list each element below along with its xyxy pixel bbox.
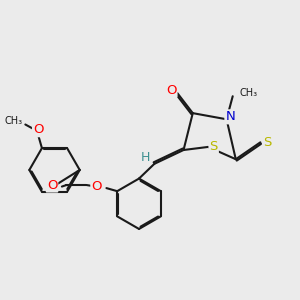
Text: CH₃: CH₃ xyxy=(4,116,22,126)
Text: O: O xyxy=(91,180,102,193)
Text: S: S xyxy=(209,140,218,153)
Text: O: O xyxy=(166,84,176,97)
Text: CH₃: CH₃ xyxy=(239,88,258,98)
Text: O: O xyxy=(33,123,44,136)
Text: N: N xyxy=(225,110,235,123)
Text: O: O xyxy=(47,178,57,191)
Text: S: S xyxy=(263,136,271,149)
Text: H: H xyxy=(141,151,151,164)
